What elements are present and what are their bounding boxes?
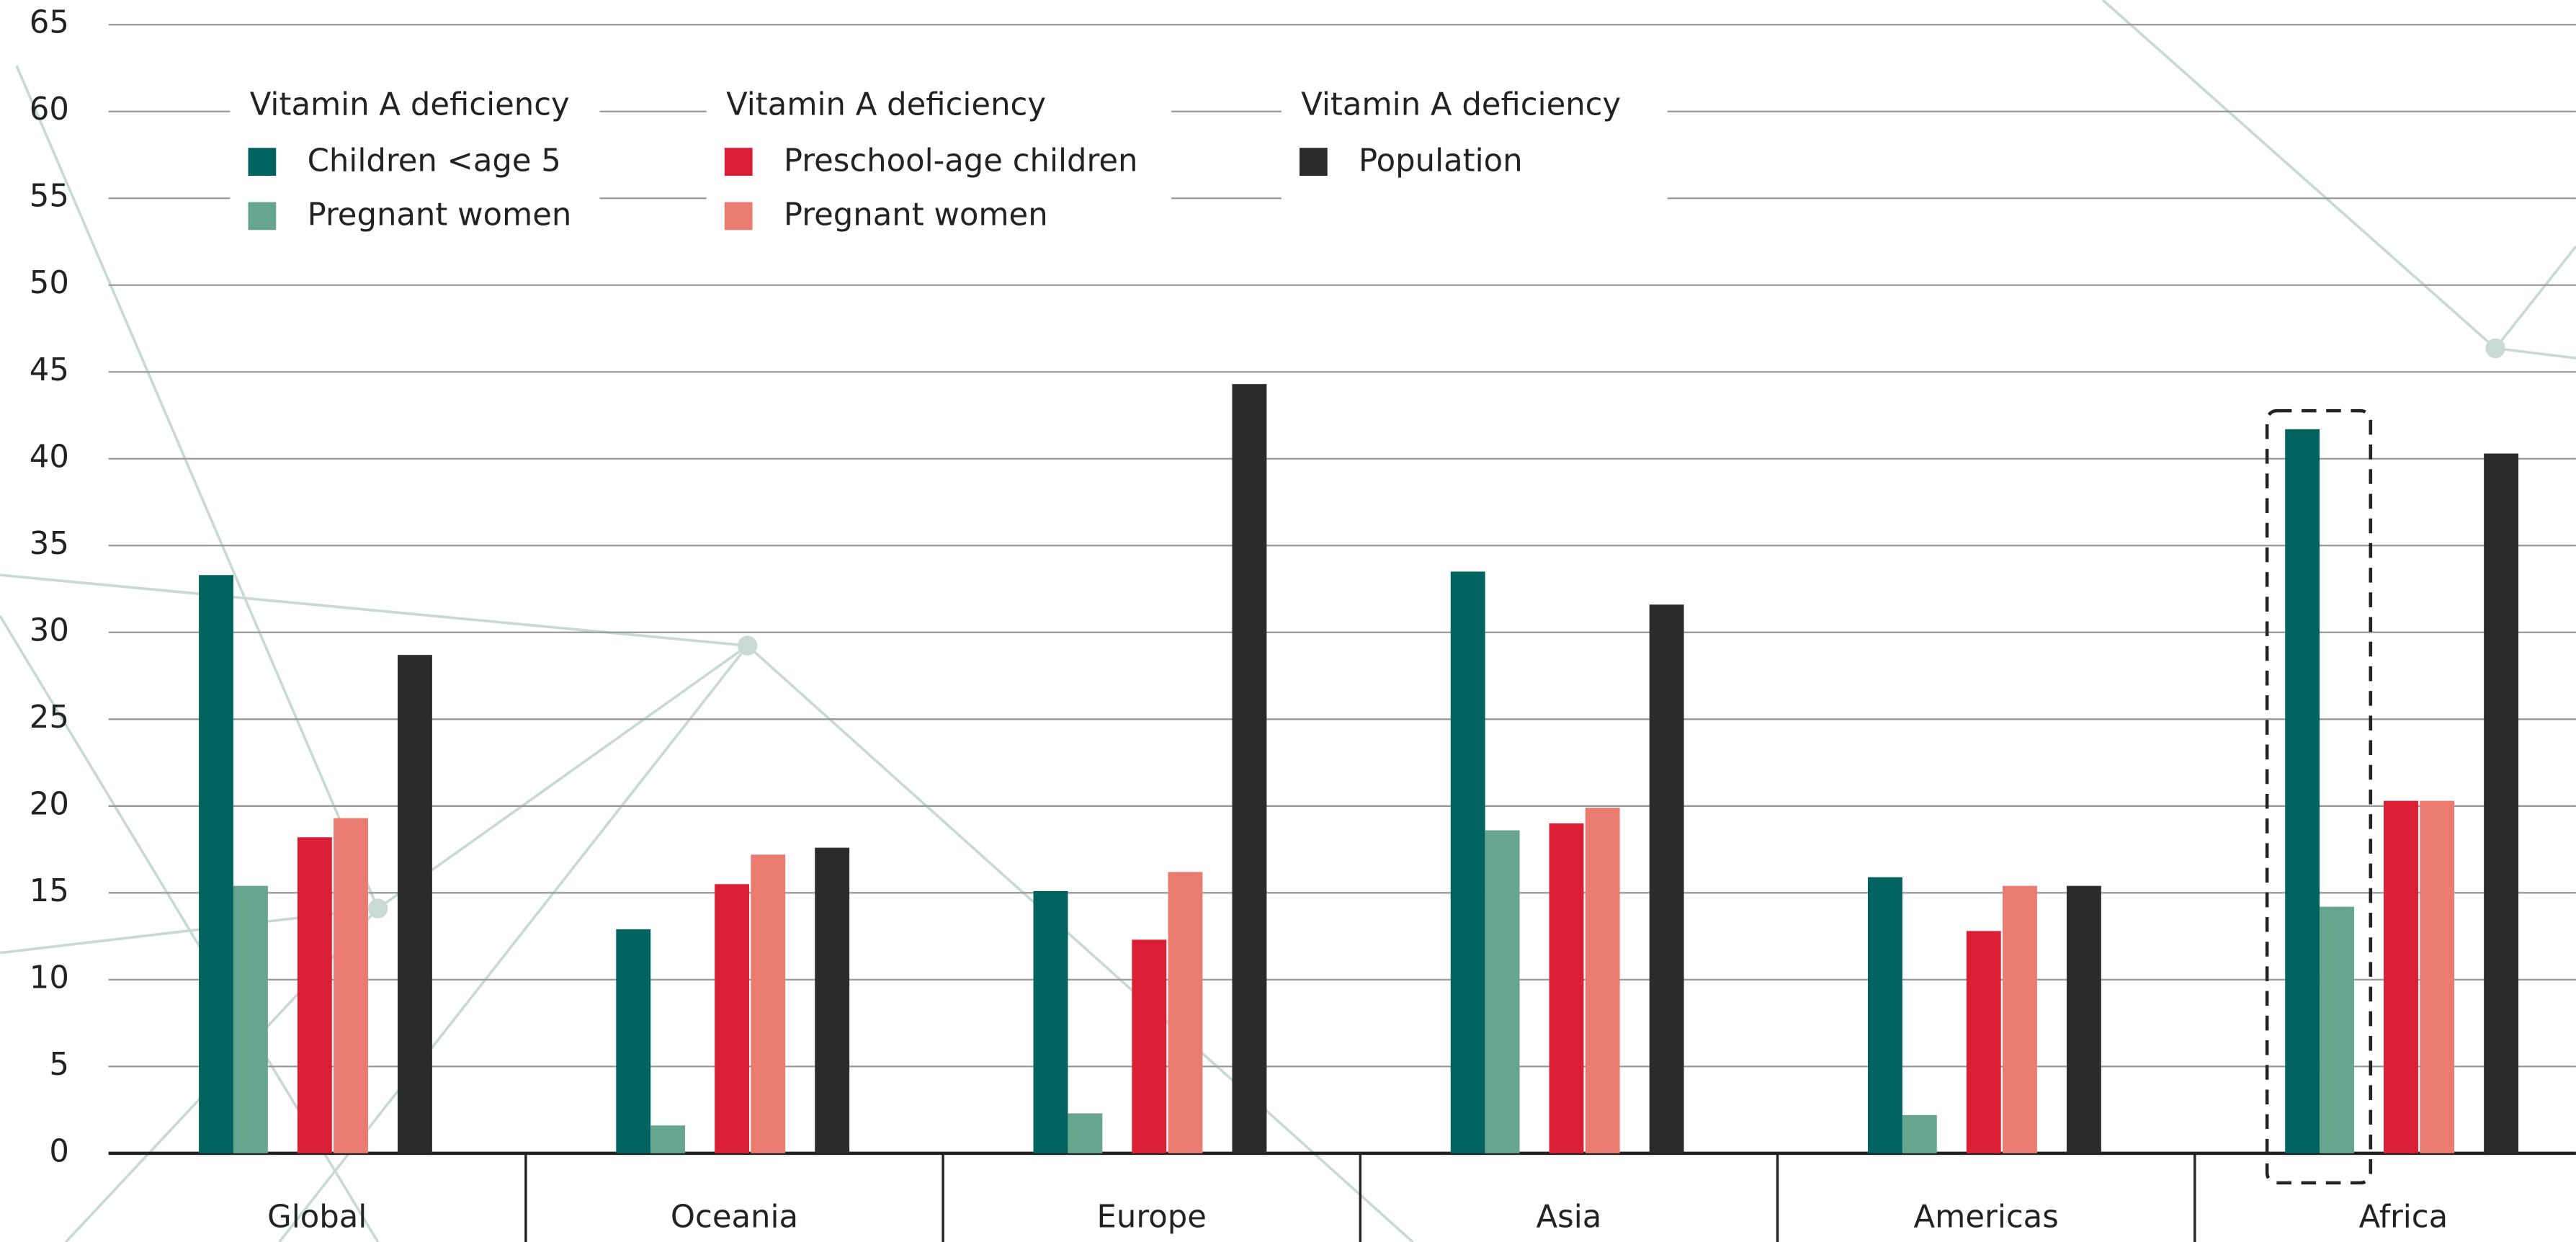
bar — [1902, 1114, 1937, 1153]
bar — [233, 885, 268, 1153]
bar — [1132, 939, 1167, 1153]
highlight-box — [2265, 408, 2373, 1185]
x-tick-label: Europe — [1097, 1199, 1207, 1236]
bar — [2285, 429, 2320, 1153]
legend-label: Children <age 5 — [308, 143, 561, 179]
bar — [616, 929, 651, 1153]
legend-background — [706, 79, 1172, 247]
legend-label: Pregnant women — [784, 197, 1048, 233]
bar — [2384, 800, 2418, 1153]
legend-swatch — [248, 202, 277, 231]
bar — [398, 655, 432, 1153]
y-tick-label: 55 — [30, 179, 69, 215]
legend-title: Vitamin A deficiency — [250, 87, 570, 123]
bar — [715, 884, 750, 1153]
y-tick-label: 0 — [49, 1133, 69, 1169]
legend: Vitamin A deficiency Children <age 5 Pregn… — [230, 79, 1668, 247]
x-tick-label: Oceania — [671, 1199, 798, 1236]
legend-title: Vitamin A deficiency — [1301, 87, 1621, 123]
y-tick-label: 5 — [49, 1047, 69, 1083]
y-tick-label: 25 — [30, 700, 69, 736]
bar — [2320, 906, 2354, 1153]
bars: Global Oceania Europe Asia Americas Africa — [199, 384, 2519, 1242]
y-tick-label: 65 — [30, 5, 69, 41]
bar — [2420, 800, 2455, 1153]
bar — [1168, 872, 1203, 1153]
bar — [2002, 885, 2037, 1153]
legend-label: Preschool-age children — [784, 143, 1138, 179]
x-tick-label: Africa — [2359, 1199, 2448, 1236]
y-tick-label: 30 — [30, 612, 69, 648]
grid: 0 5 10 15 20 25 30 35 40 45 50 55 60 65 — [30, 5, 2576, 1169]
bar — [1585, 808, 1620, 1153]
y-tick-label: 35 — [30, 526, 69, 562]
bar — [1649, 604, 1684, 1153]
legend-swatch — [1299, 148, 1328, 177]
bar — [1068, 1113, 1103, 1153]
bar — [1485, 830, 1520, 1153]
x-tick-label: Global — [267, 1199, 367, 1236]
legend-background — [1281, 79, 1668, 247]
bar — [2484, 453, 2519, 1153]
bar — [1033, 890, 1068, 1153]
legend-label: Pregnant women — [308, 197, 572, 233]
y-tick-label: 50 — [30, 265, 69, 301]
legend-swatch — [724, 202, 753, 231]
bar — [1549, 823, 1584, 1153]
x-tick-label: Americas — [1914, 1199, 2059, 1236]
y-tick-label: 20 — [30, 786, 69, 822]
bar — [2066, 885, 2101, 1153]
bar — [1867, 877, 1902, 1153]
y-tick-label: 40 — [30, 439, 69, 475]
bar — [1966, 931, 2001, 1153]
legend-label: Population — [1359, 143, 1523, 179]
legend-swatch — [248, 148, 277, 177]
bar — [815, 847, 850, 1153]
bar — [650, 1125, 686, 1153]
bar — [1232, 384, 1267, 1153]
bar — [199, 575, 233, 1153]
bar — [297, 837, 332, 1153]
bar — [1450, 571, 1485, 1153]
bar — [751, 854, 786, 1153]
y-tick-label: 15 — [30, 873, 69, 909]
legend-background — [230, 79, 600, 247]
legend-swatch — [724, 148, 753, 177]
bar — [334, 818, 368, 1153]
x-tick-label: Asia — [1537, 1199, 1602, 1236]
y-tick-label: 10 — [30, 960, 69, 996]
legend-title: Vitamin A deficiency — [726, 87, 1046, 123]
y-tick-label: 45 — [30, 352, 69, 388]
y-tick-label: 60 — [30, 91, 69, 128]
